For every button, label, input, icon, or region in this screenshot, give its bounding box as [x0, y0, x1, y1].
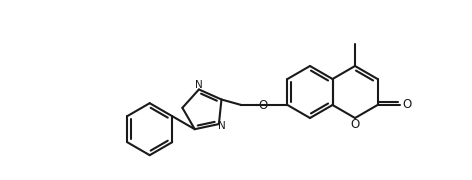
Text: O: O [259, 98, 268, 111]
Text: N: N [195, 80, 203, 91]
Text: O: O [350, 118, 360, 132]
Text: O: O [402, 98, 411, 111]
Text: N: N [218, 121, 226, 131]
